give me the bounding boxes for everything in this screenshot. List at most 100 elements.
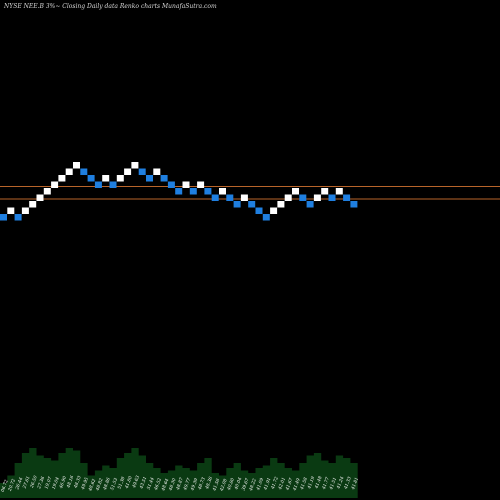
- x-tick-label: 49.95: [81, 477, 90, 492]
- x-tick-label: 42.08: [219, 478, 228, 493]
- x-tick-label: 41.91: [263, 477, 272, 491]
- renko-brick-up: [313, 194, 321, 201]
- x-tick-label: 48.82: [95, 478, 104, 493]
- renko-brick-down: [189, 188, 197, 195]
- x-tick-label: 48.22: [249, 478, 258, 493]
- chart-title: NYSE NEE.B 3%~ Closing Daily data Renko …: [3, 3, 217, 10]
- x-tick-label: 41.80: [124, 476, 133, 491]
- x-tick-label: 51.38: [117, 476, 126, 490]
- x-tick-label: 51.44: [147, 477, 156, 491]
- x-tick-label: 41.48: [314, 476, 323, 491]
- renko-brick-up: [29, 201, 37, 208]
- renko-brick-up: [240, 194, 248, 201]
- renko-brick-down: [262, 214, 270, 221]
- renko-brick-down: [299, 194, 307, 201]
- x-tick-label: 48.30: [168, 478, 177, 493]
- x-tick-label: 46.52: [154, 477, 163, 492]
- x-tick-label: 48.86: [103, 477, 112, 492]
- x-tick-label: 43.51: [139, 476, 148, 490]
- renko-brick-down: [160, 175, 168, 182]
- renko-brick-down: [343, 194, 351, 201]
- renko-bricks: [0, 162, 358, 221]
- volume-fill: [0, 448, 358, 498]
- renko-brick-down: [0, 214, 7, 221]
- x-tick-label: 49.63: [132, 475, 141, 490]
- renko-brick-down: [109, 181, 117, 188]
- renko-brick-up: [182, 181, 190, 188]
- renko-brick-up: [58, 175, 66, 182]
- renko-brick-up: [7, 207, 15, 214]
- renko-brick-up: [73, 162, 80, 169]
- x-tick-label: 41.58: [300, 477, 309, 492]
- renko-brick-down: [204, 188, 212, 195]
- x-tick-label: 41.49: [292, 478, 301, 493]
- x-tick-label: 48.62: [88, 478, 97, 493]
- renko-brick-down: [255, 207, 263, 214]
- x-tick-label: 41.81: [351, 477, 360, 491]
- renko-brick-down: [87, 175, 95, 182]
- x-tick-label: 41.58: [212, 478, 221, 493]
- x-tick-label: 20.72: [8, 478, 17, 493]
- renko-brick-down: [175, 188, 183, 195]
- x-tick-label: 48.64: [161, 478, 170, 493]
- x-tick-label: 41.24: [336, 476, 345, 491]
- x-tick-label: 19.04: [52, 476, 61, 490]
- x-tick-label: 41.09: [256, 477, 265, 492]
- renko-brick-down: [226, 194, 234, 201]
- renko-brick-up: [65, 168, 73, 175]
- x-axis-labels: 06.7220.7226.4427.6126.5027.3619.0719.04…: [1, 475, 360, 493]
- volume-area: [0, 448, 358, 498]
- x-tick-label: 49.39: [190, 478, 199, 493]
- x-tick-label: 48.16: [66, 475, 75, 490]
- x-tick-label: 48.87: [176, 477, 185, 492]
- renko-brick-up: [321, 188, 329, 195]
- renko-brick-up: [153, 168, 161, 175]
- renko-brick-up: [277, 201, 285, 208]
- renko-brick-up: [284, 194, 292, 201]
- x-tick-label: 39.67: [242, 478, 251, 492]
- renko-brick-down: [14, 214, 22, 221]
- renko-brick-down: [306, 201, 314, 208]
- renko-brick-up: [219, 188, 226, 195]
- renko-brick-up: [43, 188, 51, 195]
- renko-brick-up: [124, 168, 132, 175]
- x-tick-label: 48.33: [73, 475, 82, 490]
- renko-brick-down: [328, 194, 336, 201]
- renko-brick-down: [138, 168, 146, 175]
- x-tick-label: 42.01: [278, 477, 287, 491]
- x-tick-label: 26.50: [30, 475, 39, 490]
- x-tick-label: 48.36: [205, 476, 214, 491]
- renko-brick-down: [80, 168, 88, 175]
- x-tick-label: 48.73: [197, 477, 206, 492]
- x-tick-label: 06.72: [1, 479, 10, 493]
- renko-brick-down: [233, 201, 241, 208]
- x-tick-label: 41.67: [285, 477, 294, 492]
- renko-brick-up: [131, 162, 139, 169]
- x-tick-label: 41.51: [329, 477, 338, 491]
- x-tick-label: 26.44: [15, 477, 24, 492]
- x-tick-label: 27.36: [37, 476, 46, 491]
- x-tick-label: 41.77: [322, 476, 331, 491]
- renko-brick-down: [248, 201, 256, 208]
- renko-brick-up: [51, 181, 59, 188]
- x-tick-label: 40.80: [227, 477, 236, 492]
- renko-brick-up: [21, 207, 29, 214]
- renko-brick-up: [292, 188, 299, 195]
- renko-brick-up: [197, 181, 205, 188]
- x-tick-label: 41.72: [270, 476, 279, 491]
- x-tick-label: 27.61: [22, 476, 31, 490]
- x-tick-label: 40.04: [234, 477, 243, 492]
- x-tick-label: 41.33: [343, 476, 352, 491]
- renko-brick-down: [94, 181, 102, 188]
- renko-brick-up: [36, 194, 44, 201]
- renko-brick-up: [335, 188, 343, 195]
- renko-brick-down: [146, 175, 153, 182]
- x-tick-label: 19.07: [44, 476, 53, 490]
- renko-brick-down: [211, 194, 219, 201]
- renko-brick-up: [270, 207, 278, 214]
- x-tick-label: 46.90: [59, 476, 68, 491]
- reference-lines: [0, 186, 500, 200]
- renko-brick-down: [350, 201, 358, 208]
- renko-brick-up: [102, 175, 110, 182]
